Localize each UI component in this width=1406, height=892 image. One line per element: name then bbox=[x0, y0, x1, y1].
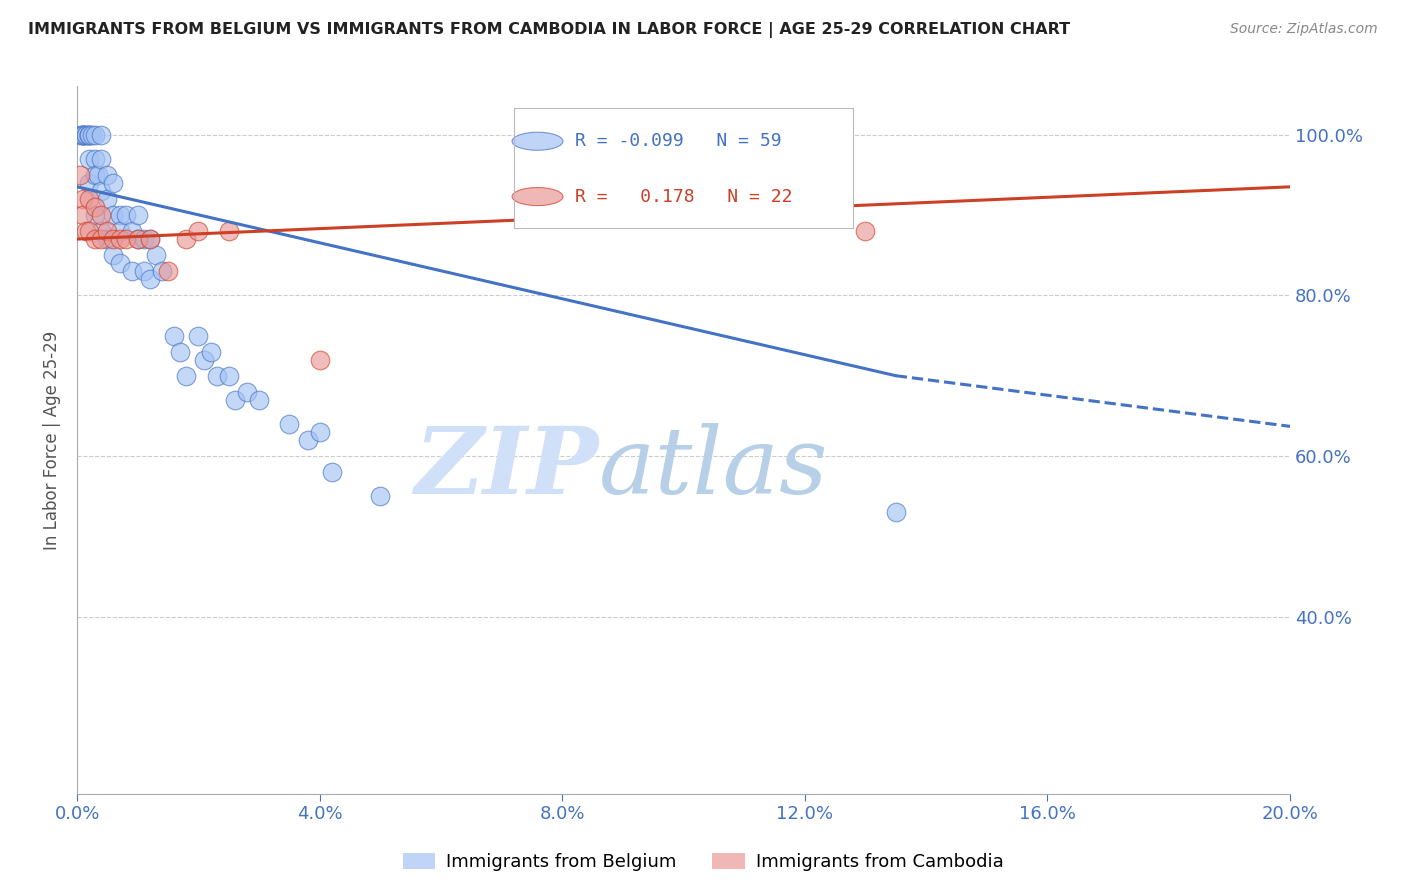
Point bbox=[205, 368, 228, 383]
Point bbox=[84, 200, 107, 214]
Point bbox=[96, 192, 118, 206]
Point bbox=[278, 417, 301, 431]
Point bbox=[90, 224, 112, 238]
Point bbox=[72, 128, 94, 142]
Point bbox=[114, 232, 136, 246]
Point bbox=[69, 128, 91, 142]
Point bbox=[169, 344, 191, 359]
Point bbox=[139, 232, 162, 246]
Point bbox=[69, 168, 91, 182]
Point bbox=[247, 392, 270, 407]
Point bbox=[77, 128, 100, 142]
Point bbox=[77, 176, 100, 190]
Point bbox=[855, 224, 877, 238]
Legend: Immigrants from Belgium, Immigrants from Cambodia: Immigrants from Belgium, Immigrants from… bbox=[395, 846, 1011, 879]
Point bbox=[75, 128, 97, 142]
Text: atlas: atlas bbox=[599, 424, 828, 513]
Point bbox=[84, 208, 107, 222]
Point bbox=[84, 232, 107, 246]
Point bbox=[121, 264, 143, 278]
Point bbox=[187, 328, 209, 343]
Point bbox=[77, 224, 100, 238]
Point bbox=[224, 392, 246, 407]
Point bbox=[139, 272, 162, 286]
Point bbox=[77, 128, 100, 142]
Point bbox=[297, 433, 319, 447]
Point bbox=[108, 256, 131, 270]
Point bbox=[87, 168, 110, 182]
Point bbox=[90, 152, 112, 166]
Point bbox=[121, 224, 143, 238]
Point bbox=[72, 192, 94, 206]
Point bbox=[127, 208, 149, 222]
Point bbox=[90, 232, 112, 246]
Point bbox=[77, 152, 100, 166]
Point bbox=[127, 232, 149, 246]
Point bbox=[157, 264, 180, 278]
Point bbox=[103, 176, 125, 190]
Point bbox=[218, 224, 240, 238]
Point bbox=[108, 232, 131, 246]
Point bbox=[174, 368, 197, 383]
Y-axis label: In Labor Force | Age 25-29: In Labor Force | Age 25-29 bbox=[44, 330, 60, 549]
Point bbox=[321, 465, 343, 479]
Point bbox=[132, 264, 155, 278]
Point bbox=[108, 224, 131, 238]
Point bbox=[90, 208, 112, 222]
Point bbox=[77, 128, 100, 142]
Point bbox=[108, 208, 131, 222]
Point bbox=[82, 128, 104, 142]
Text: ZIP: ZIP bbox=[415, 424, 599, 513]
Point bbox=[132, 232, 155, 246]
Point bbox=[84, 152, 107, 166]
Point bbox=[127, 232, 149, 246]
Point bbox=[139, 232, 162, 246]
Point bbox=[96, 232, 118, 246]
Point bbox=[96, 224, 118, 238]
Point bbox=[145, 248, 167, 262]
Point bbox=[77, 192, 100, 206]
Point bbox=[75, 224, 97, 238]
Point bbox=[187, 224, 209, 238]
Text: Source: ZipAtlas.com: Source: ZipAtlas.com bbox=[1230, 22, 1378, 37]
Point bbox=[103, 248, 125, 262]
Point bbox=[96, 168, 118, 182]
Point bbox=[174, 232, 197, 246]
Point bbox=[236, 384, 259, 399]
Point bbox=[308, 352, 330, 367]
Point bbox=[114, 208, 136, 222]
Point bbox=[72, 128, 94, 142]
Point bbox=[84, 168, 107, 182]
Point bbox=[103, 232, 125, 246]
Point bbox=[72, 128, 94, 142]
Point bbox=[75, 128, 97, 142]
Point bbox=[308, 425, 330, 439]
Point bbox=[150, 264, 173, 278]
Point bbox=[90, 184, 112, 198]
Point bbox=[370, 489, 392, 503]
Point bbox=[218, 368, 240, 383]
Text: IMMIGRANTS FROM BELGIUM VS IMMIGRANTS FROM CAMBODIA IN LABOR FORCE | AGE 25-29 C: IMMIGRANTS FROM BELGIUM VS IMMIGRANTS FR… bbox=[28, 22, 1070, 38]
Point bbox=[163, 328, 186, 343]
Point bbox=[90, 128, 112, 142]
Point bbox=[884, 505, 907, 519]
Point bbox=[72, 208, 94, 222]
Point bbox=[103, 208, 125, 222]
Point bbox=[193, 352, 215, 367]
Point bbox=[72, 128, 94, 142]
Point bbox=[200, 344, 222, 359]
Point bbox=[84, 128, 107, 142]
